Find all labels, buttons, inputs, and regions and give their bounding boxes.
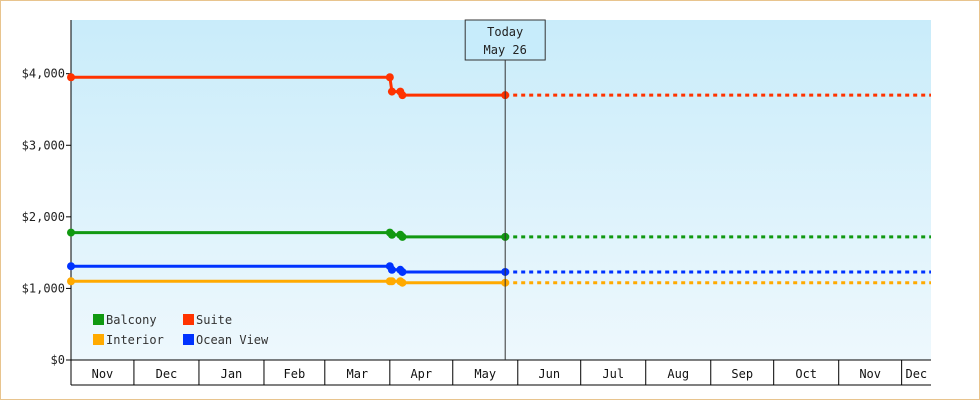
legend-swatch — [93, 334, 104, 345]
y-tick-label: $3,000 — [22, 138, 65, 152]
x-tick-label: Jul — [602, 367, 624, 381]
legend: Balcony Suite Interior Ocean View — [93, 313, 269, 347]
data-point — [398, 232, 407, 241]
legend-item: Balcony — [93, 313, 157, 327]
today-box — [464, 19, 546, 61]
legend-label: Ocean View — [196, 333, 269, 347]
data-point — [67, 73, 75, 82]
legend-swatch — [183, 334, 194, 345]
x-tick-label: Dec — [156, 367, 178, 381]
series-group — [67, 73, 931, 287]
y-tick-label: $0 — [51, 353, 65, 367]
legend-swatch — [93, 314, 104, 325]
today-date-label: May 26 — [484, 43, 527, 57]
data-point — [387, 265, 396, 274]
data-point — [387, 277, 396, 286]
legend-item: Ocean View — [183, 333, 269, 347]
data-point — [398, 91, 407, 100]
x-tick-label: Jan — [221, 367, 243, 381]
data-point — [67, 228, 75, 237]
series-line-suite — [71, 75, 506, 97]
y-axis: $0 $1,000 $2,000 $3,000 $4,000 — [22, 20, 72, 367]
y-tick-label: $2,000 — [22, 210, 65, 224]
legend-item: Interior — [93, 333, 164, 347]
x-tick-label: Oct — [795, 367, 817, 381]
x-tick-label: Mar — [346, 367, 368, 381]
legend-item: Suite — [183, 313, 232, 327]
today-label: Today — [487, 25, 523, 39]
data-point — [387, 230, 396, 239]
legend-swatch — [183, 314, 194, 325]
x-tick-label: Apr — [410, 367, 432, 381]
series-suite — [67, 73, 931, 100]
series-line-balcony — [71, 231, 506, 239]
data-point — [385, 73, 394, 82]
plot-area — [71, 20, 931, 360]
x-tick-label: Nov — [92, 367, 114, 381]
x-axis: Nov Dec Jan Feb Mar Apr May Jun Jul Aug Sep Oct Nov D… — [70, 359, 931, 386]
series-balcony — [67, 228, 931, 241]
x-tick-label: Dec — [905, 367, 927, 381]
data-point — [67, 262, 75, 271]
y-tick-label: $4,000 — [22, 67, 65, 81]
x-tick-label: Sep — [731, 367, 753, 381]
series-line-ocean-view — [71, 264, 506, 274]
data-point — [387, 87, 396, 96]
x-tick-label: Feb — [284, 367, 306, 381]
data-point — [398, 267, 407, 276]
data-point — [67, 277, 75, 286]
series-line-interior — [71, 279, 506, 285]
data-point — [398, 278, 407, 287]
legend-label: Balcony — [106, 313, 157, 327]
today-marker: Today May 26 — [464, 19, 546, 360]
legend-label: Interior — [106, 333, 164, 347]
y-tick-label: $1,000 — [22, 281, 65, 295]
series-ocean-view — [67, 262, 931, 276]
legend-label: Suite — [196, 313, 232, 327]
x-tick-label: Aug — [667, 367, 689, 381]
x-tick-label: Nov — [859, 367, 881, 381]
x-tick-label: Jun — [538, 367, 560, 381]
x-tick-label: May — [474, 367, 496, 381]
